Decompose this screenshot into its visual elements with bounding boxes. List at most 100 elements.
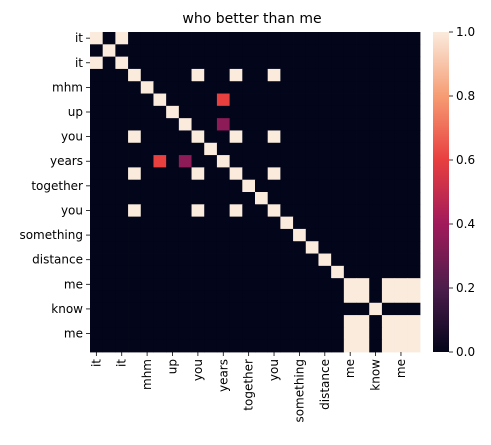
heatmap-cell: [267, 241, 281, 254]
heatmap-cell: [343, 32, 357, 45]
heatmap-cell: [216, 278, 231, 291]
heatmap-cell: [242, 265, 256, 279]
heatmap-cell: [102, 253, 116, 267]
heatmap-cell: [229, 204, 243, 218]
heatmap-cell: [394, 44, 408, 58]
heatmap-cell: [90, 192, 104, 205]
heatmap-cell: [343, 228, 357, 242]
heatmap-cell: [369, 56, 383, 70]
heatmap-cell: [242, 44, 256, 58]
heatmap-cell: [204, 56, 218, 70]
heatmap-cell: [90, 327, 104, 341]
heatmap-cell: [381, 118, 396, 131]
heatmap-cell: [229, 130, 243, 144]
heatmap-cell: [216, 44, 231, 58]
heatmap-cell: [255, 192, 269, 205]
heatmap-cell: [115, 241, 129, 254]
heatmap-cell: [255, 302, 269, 316]
x-tick-label: years: [216, 359, 230, 392]
heatmap-cell: [102, 216, 116, 230]
heatmap-cell: [140, 142, 154, 156]
heatmap-cell: [280, 253, 294, 267]
heatmap-cell: [216, 118, 231, 131]
heatmap-cell: [369, 155, 383, 168]
heatmap-cell: [115, 265, 129, 279]
heatmap-cell: [115, 56, 129, 70]
x-tick-label: up: [166, 359, 180, 374]
heatmap-cell: [343, 56, 357, 70]
heatmap-cell: [331, 155, 345, 168]
heatmap-cell: [153, 32, 167, 45]
heatmap-cell: [369, 93, 383, 107]
heatmap-cell: [343, 302, 357, 316]
heatmap-cell: [255, 56, 269, 70]
colorbar-tick-label: 0.2: [456, 281, 475, 295]
heatmap-cell: [90, 204, 104, 218]
heatmap-cell: [293, 118, 307, 131]
heatmap-cell: [102, 167, 116, 181]
heatmap-cell: [407, 278, 421, 291]
heatmap-cell: [267, 81, 281, 94]
heatmap-cell: [166, 32, 180, 45]
heatmap-cell: [128, 278, 142, 291]
heatmap-cell: [90, 105, 104, 119]
heatmap-cell: [140, 339, 154, 353]
heatmap-cell: [178, 142, 192, 156]
heatmap-cell: [305, 105, 319, 119]
heatmap-cell: [128, 253, 142, 267]
heatmap-cell: [90, 44, 104, 58]
heatmap-cell: [128, 68, 142, 82]
heatmap-cell: [128, 228, 142, 242]
heatmap-cell: [102, 44, 116, 58]
heatmap-cell: [293, 241, 307, 254]
heatmap-cell: [331, 130, 345, 144]
heatmap-cell: [356, 290, 370, 304]
heatmap-cell: [331, 167, 345, 181]
heatmap-cell: [128, 192, 142, 205]
heatmap-cell: [204, 155, 218, 168]
heatmap-cell: [318, 81, 332, 94]
heatmap-cell: [166, 118, 180, 131]
heatmap-cell: [204, 327, 218, 341]
heatmap-cell: [115, 118, 129, 131]
heatmap-cell: [255, 32, 269, 45]
heatmap-cell: [343, 44, 357, 58]
heatmap-cell: [369, 278, 383, 291]
heatmap-cell: [242, 179, 256, 193]
heatmap-cell: [407, 81, 421, 94]
heatmap-cell: [394, 204, 408, 218]
heatmap-cell: [331, 105, 345, 119]
heatmap-cell: [280, 327, 294, 341]
heatmap-cell: [153, 216, 167, 230]
heatmap-cell: [128, 56, 142, 70]
heatmap-cell: [216, 142, 231, 156]
heatmap-cell: [369, 253, 383, 267]
heatmap-cell: [293, 93, 307, 107]
heatmap-cell: [166, 315, 180, 328]
heatmap-cell: [128, 105, 142, 119]
heatmap-cell: [216, 302, 231, 316]
heatmap-cell: [394, 339, 408, 353]
heatmap-cell: [407, 216, 421, 230]
colorbar: 0.0 0.2 0.4 0.6 0.8 1.0: [433, 25, 475, 359]
heatmap-cell: [356, 228, 370, 242]
heatmap-cell: [191, 327, 205, 341]
heatmap-cell: [242, 327, 256, 341]
heatmap-cell: [331, 118, 345, 131]
heatmap-cell: [204, 105, 218, 119]
heatmap-cell: [394, 315, 408, 328]
heatmap-cell: [356, 155, 370, 168]
heatmap-cell: [305, 142, 319, 156]
heatmap-cell: [102, 142, 116, 156]
heatmap-cell: [280, 68, 294, 82]
heatmap-cell: [128, 32, 142, 45]
heatmap-cell: [166, 44, 180, 58]
heatmap-cell: [255, 179, 269, 193]
heatmap-cell: [216, 155, 231, 168]
heatmap-cell: [242, 93, 256, 107]
heatmap-cell: [255, 130, 269, 144]
heatmap-cell: [356, 327, 370, 341]
heatmap-cell: [356, 315, 370, 328]
heatmap-cell: [166, 167, 180, 181]
heatmap-cell: [369, 167, 383, 181]
